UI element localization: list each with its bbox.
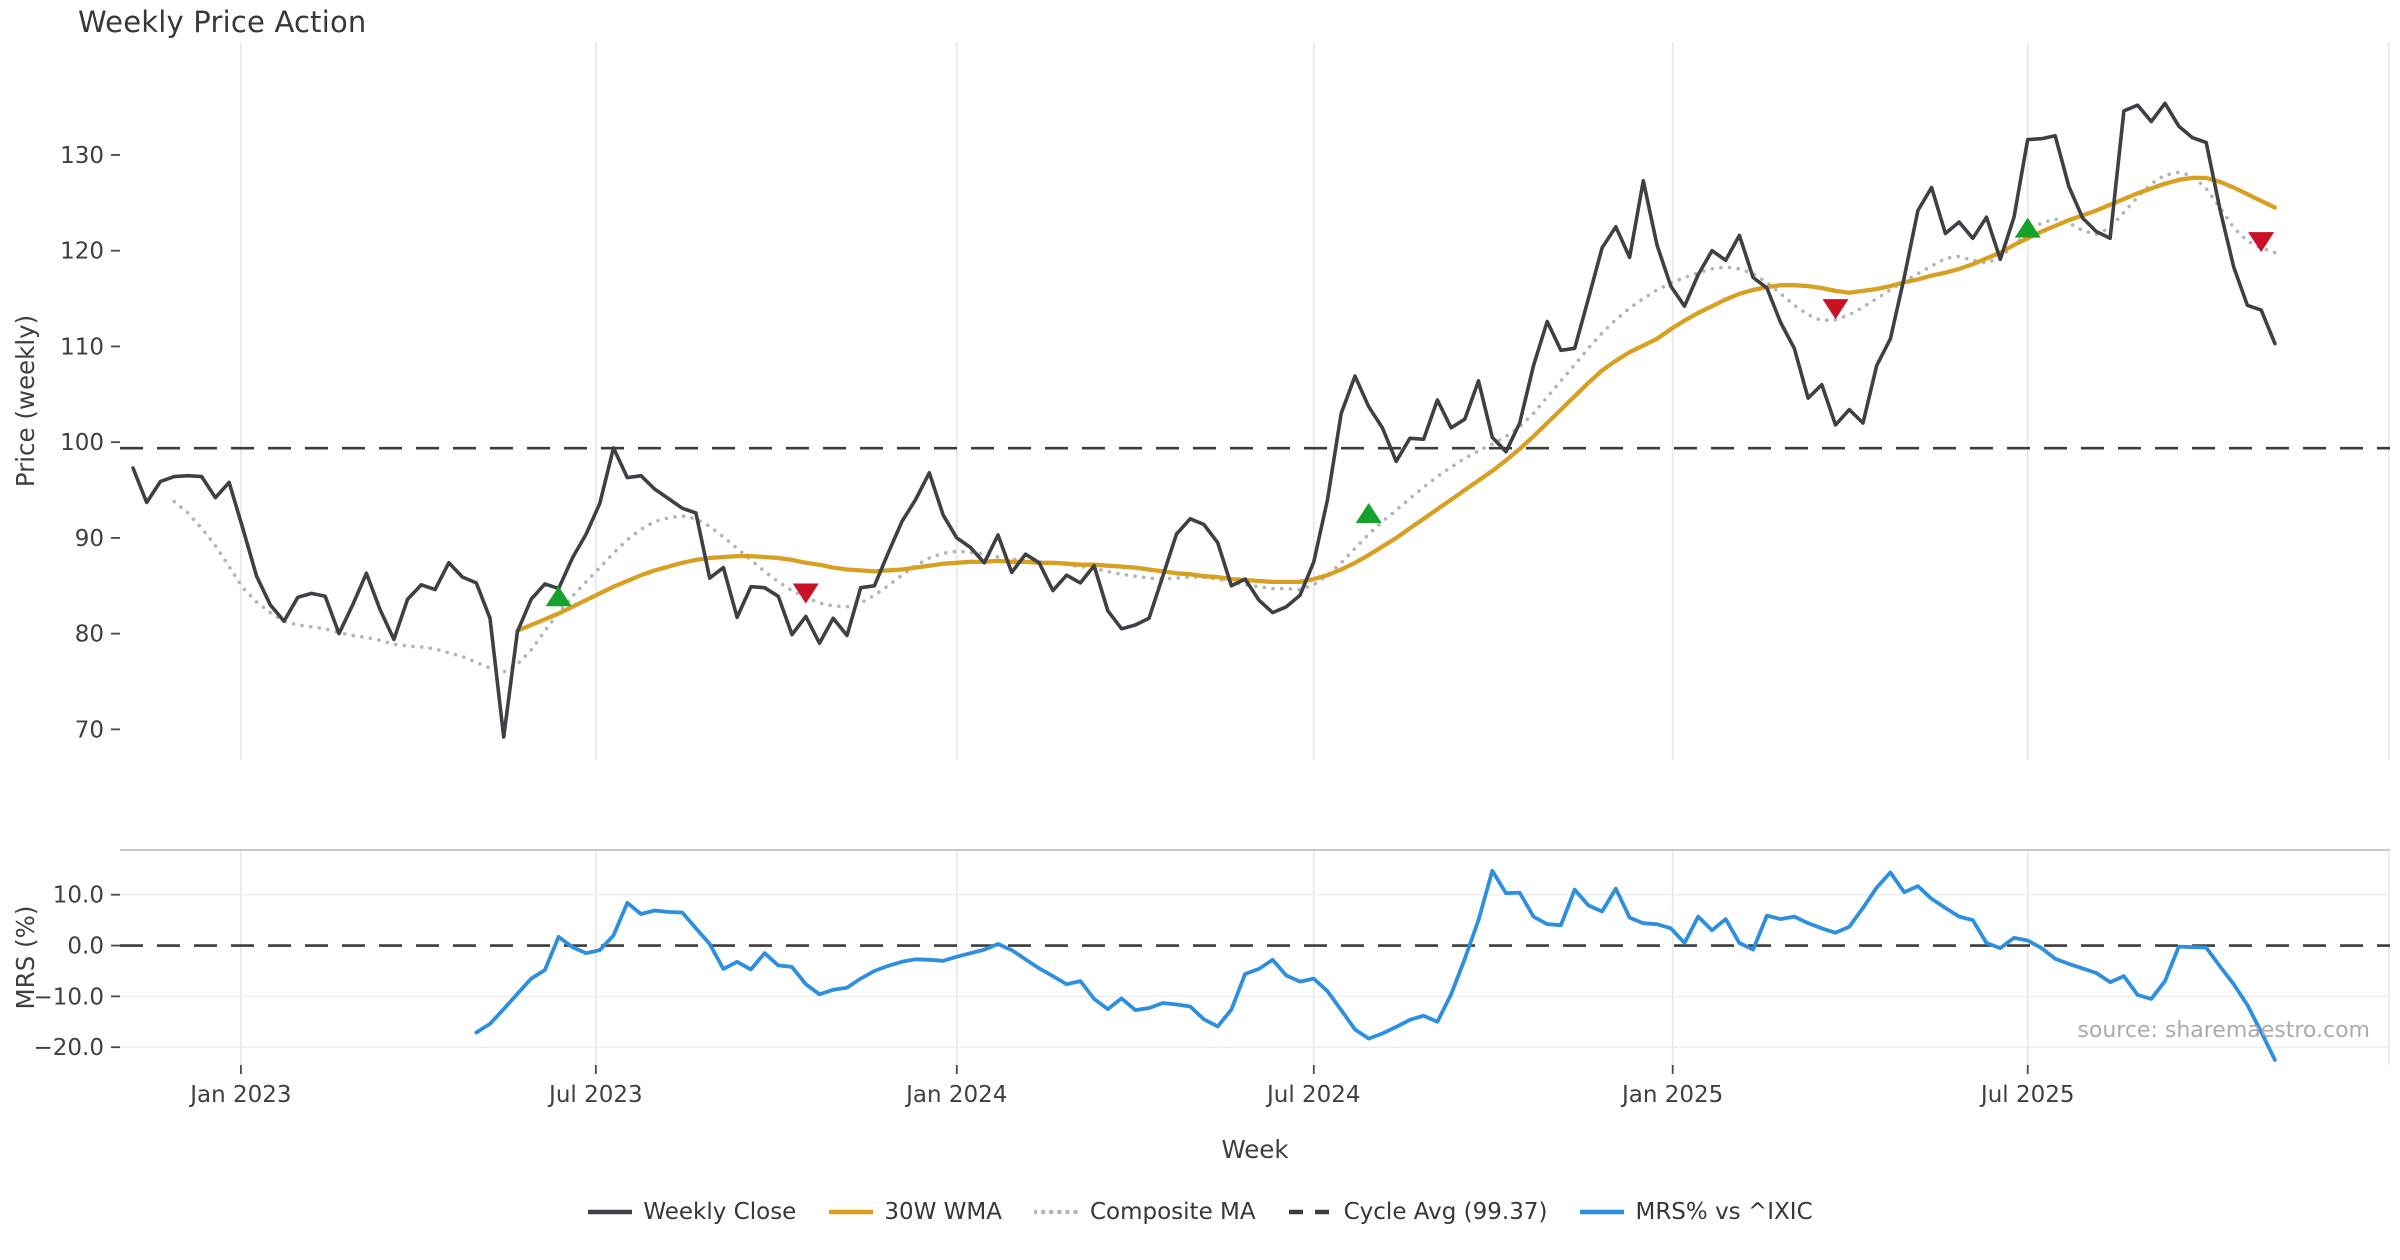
legend-label: MRS% vs ^IXIC <box>1635 1199 1813 1225</box>
y-tick-label: 90 <box>75 526 104 552</box>
mrs-axis-label: MRS (%) <box>11 906 40 1010</box>
mrs-line <box>474 868 2277 1062</box>
y-tick-label: 130 <box>60 143 104 169</box>
x-tick-label: Jul 2023 <box>547 1082 643 1108</box>
y-tick-label: 70 <box>75 717 104 743</box>
x-tick-label: Jul 2024 <box>1265 1082 1361 1108</box>
legend-label: Weekly Close <box>643 1199 797 1225</box>
buy-signal-marker <box>2014 217 2041 238</box>
x-tick-label: Jan 2024 <box>904 1082 1007 1108</box>
weekly-close-line <box>131 101 2277 739</box>
x-tick-label: Jul 2025 <box>1979 1082 2075 1108</box>
y-tick-label: 100 <box>60 430 104 456</box>
legend-item-composite-ma: Composite MA <box>1033 1199 1256 1225</box>
y-tick-label: −10.0 <box>34 984 104 1010</box>
x-axis-label: Week <box>1221 1135 1289 1164</box>
legend-item-30w-wma: 30W WMA <box>828 1199 1002 1225</box>
sell-signal-marker <box>1822 299 1849 320</box>
legend-swatch-dashed <box>1288 1209 1333 1215</box>
sell-signal-marker <box>792 583 819 604</box>
y-tick-label: 80 <box>75 622 104 648</box>
x-tick-label: Jan 2025 <box>1620 1082 1723 1108</box>
y-tick-label: 110 <box>60 334 104 360</box>
y-tick-label: −20.0 <box>34 1035 104 1061</box>
x-tick-label: Jan 2023 <box>188 1082 291 1108</box>
legend-item-weekly-close: Weekly Close <box>587 1199 796 1225</box>
legend-label: Cycle Avg (99.37) <box>1343 1199 1548 1225</box>
buy-signal-marker <box>1355 502 1382 523</box>
y-tick-label: 120 <box>60 239 104 265</box>
y-tick-label: 0.0 <box>67 934 104 960</box>
legend-label: 30W WMA <box>884 1199 1002 1225</box>
legend-label: Composite MA <box>1089 1199 1256 1225</box>
buy-signal-marker <box>545 586 572 607</box>
source-attribution: source: sharemaestro.com <box>2077 1018 2370 1043</box>
sell-signal-marker <box>2248 232 2275 253</box>
price-axis-label: Price (weekly) <box>11 315 40 487</box>
legend-swatch-solid <box>829 1209 874 1215</box>
legend-swatch-solid <box>1580 1209 1625 1215</box>
legend-swatch-solid <box>588 1209 633 1215</box>
legend-swatch-dotted <box>1033 1209 1080 1215</box>
wma-30w-line <box>515 175 2278 633</box>
y-tick-label: 10.0 <box>53 883 104 909</box>
legend-item-mrs-vs-ixic: MRS% vs ^IXIC <box>1579 1199 1813 1225</box>
chart-legend: Weekly Close 30W WMA Composite MA Cycle Avg… <box>0 1199 2400 1225</box>
legend-item-cycle-avg-99-37: Cycle Avg (99.37) <box>1288 1199 1548 1225</box>
composite-ma-line <box>172 170 2277 674</box>
chart-title: Weekly Price Action <box>78 5 367 39</box>
